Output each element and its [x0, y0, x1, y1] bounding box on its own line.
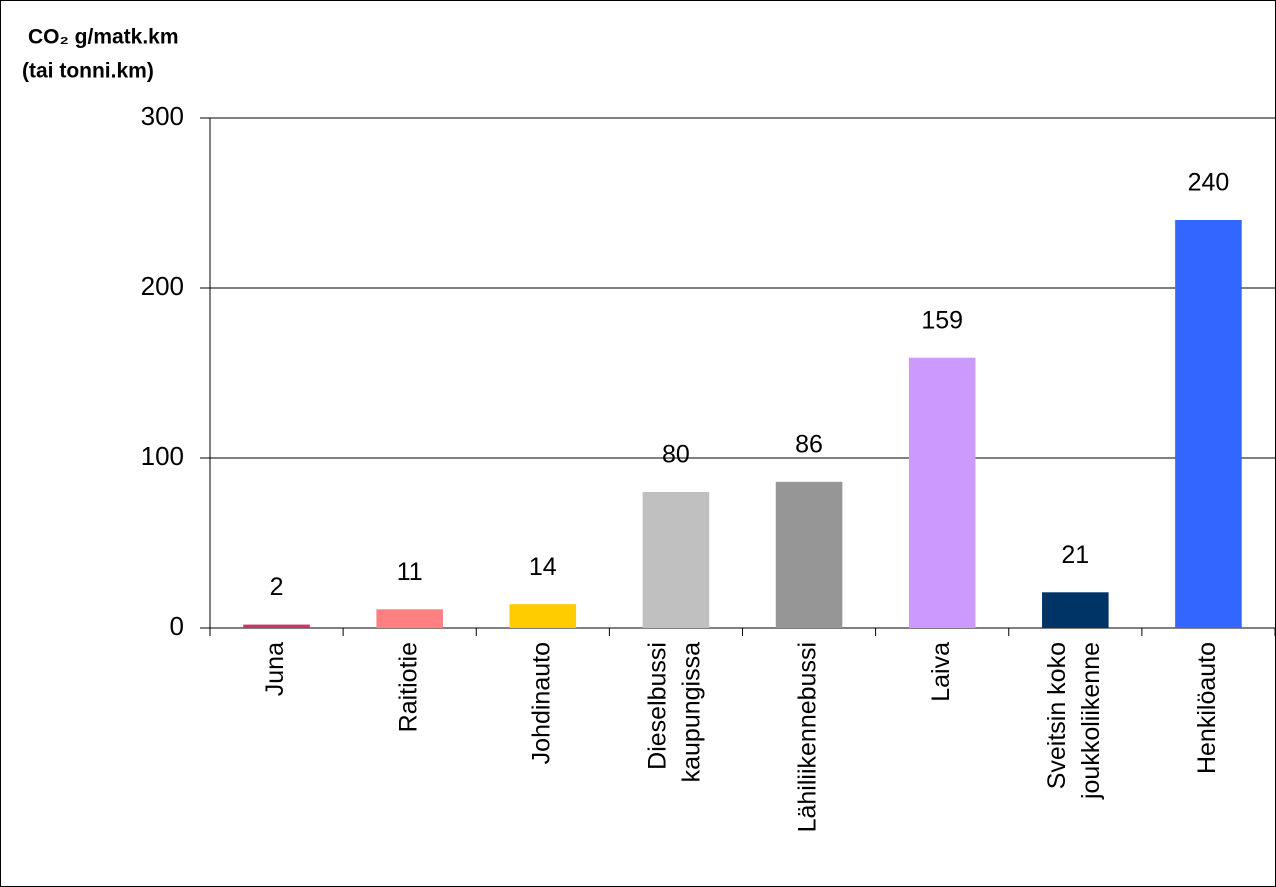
bar — [908, 357, 976, 628]
y-axis-label: CO₂ g/matk.km — [28, 26, 179, 49]
bar — [509, 604, 577, 628]
x-tick-label: Sveitsin koko — [1043, 642, 1071, 789]
x-tick-label: Henkilöauto — [1193, 642, 1221, 774]
x-tick-label: Juna — [261, 642, 289, 696]
y-axis-label: (tai tonni.km) — [22, 60, 154, 83]
x-tick-label: Lähiliikennebussi — [794, 642, 822, 832]
data-label: 14 — [529, 553, 557, 581]
x-tick-label: kaupungissa — [678, 642, 706, 782]
data-label: 11 — [397, 558, 423, 586]
bar — [775, 481, 843, 628]
bar — [243, 624, 310, 628]
bar — [1175, 220, 1242, 628]
y-tick-label: 200 — [141, 271, 184, 301]
data-label: 159 — [921, 306, 963, 334]
data-label: 86 — [795, 430, 823, 458]
x-tick-label: Dieselbussi — [644, 642, 672, 770]
x-tick-label: joukkoliikenne — [1077, 642, 1105, 800]
data-label: 2 — [270, 573, 284, 601]
data-label: 21 — [1061, 541, 1089, 569]
x-tick-label: Raitiotie — [394, 642, 422, 732]
bar — [376, 609, 443, 628]
x-tick-label: Johdinauto — [527, 642, 555, 764]
bar — [1042, 592, 1109, 628]
data-label: 240 — [1188, 169, 1230, 197]
x-tick-label: Laiva — [927, 642, 955, 702]
y-tick-label: 100 — [141, 441, 184, 471]
y-tick-label: 0 — [170, 611, 184, 641]
data-label: 80 — [662, 441, 690, 469]
bar — [642, 492, 710, 628]
y-tick-label: 300 — [141, 101, 184, 131]
